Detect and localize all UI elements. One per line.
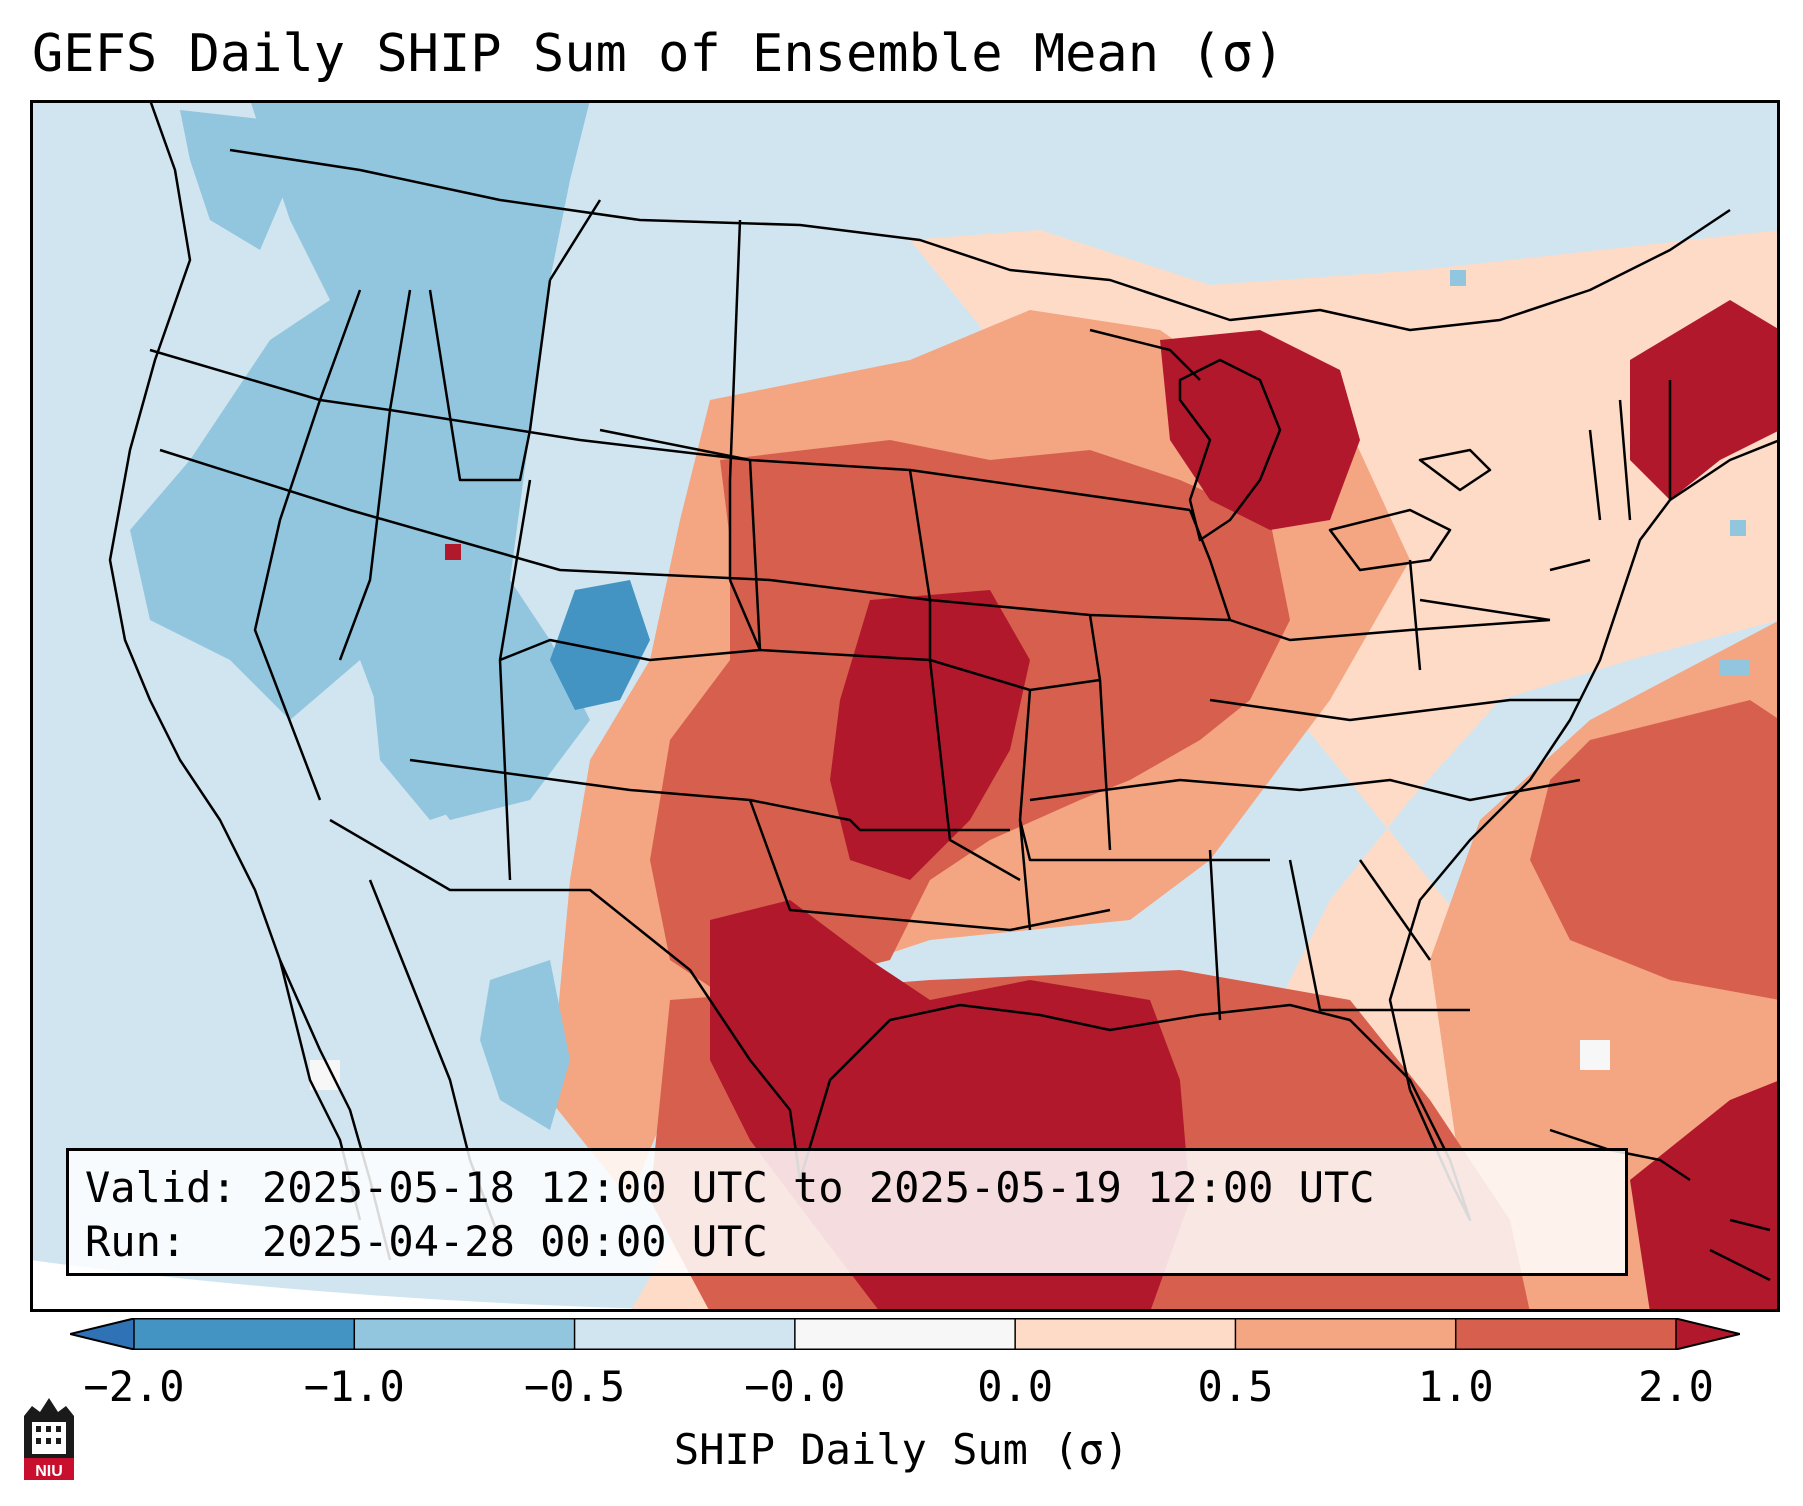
field-blue-mexico (480, 960, 570, 1130)
colorbar-segment (354, 1318, 576, 1350)
colorbar (70, 1318, 1740, 1350)
ship-map (30, 100, 1780, 1312)
colorbar-extend-low (70, 1318, 134, 1350)
field-darkred-plains (830, 590, 1030, 880)
field-darkred-greatlakes (1160, 330, 1360, 530)
field-pixel (1720, 660, 1750, 676)
field-blue-northwest-coast (180, 110, 290, 250)
great-lakes (1089, 328, 1492, 572)
map-frame (30, 100, 1780, 1312)
colorbar-tick-label: −0.5 (523, 1362, 626, 1411)
colorbar-tick-label: 2.0 (1638, 1362, 1714, 1411)
logo-text: NIU (35, 1463, 63, 1480)
valid-time: Valid: 2025-05-18 12:00 UTC to 2025-05-1… (85, 1163, 1375, 1212)
chart-title: GEFS Daily SHIP Sum of Ensemble Mean (σ) (32, 24, 1285, 84)
field-pixel (1730, 520, 1746, 536)
colorbar-tick-label: 0.0 (977, 1362, 1054, 1411)
colorbar-segment (1235, 1318, 1457, 1350)
colorbar-segment (794, 1318, 1016, 1350)
colorbar-segment (1015, 1318, 1236, 1350)
caribbean-islands (1549, 1128, 1771, 1282)
colorbar-tick-label: 1.0 (1417, 1362, 1494, 1411)
colorbar-label: SHIP Daily Sum (σ) (673, 1425, 1130, 1474)
us-canada-border (229, 148, 1731, 332)
field-blue-southwest (370, 660, 530, 820)
colorbar-tick-label: −2.0 (83, 1362, 185, 1411)
colorbar-segment (134, 1318, 355, 1350)
us-mexico-border (329, 818, 802, 1181)
field-blue-northwest (130, 100, 590, 820)
field-darkred-caribbean (1630, 1080, 1780, 1312)
field-red-atlantic (1530, 700, 1780, 1000)
state-borders (149, 199, 1672, 1021)
colorbar-segment (574, 1318, 796, 1350)
colorbar-extend-high (1676, 1318, 1740, 1350)
valid-run-box: Valid: 2025-05-18 12:00 UTC to 2025-05-1… (66, 1148, 1628, 1276)
field-darkred-newengland (1630, 300, 1780, 500)
run-time: Run: 2025-04-28 00:00 UTC (85, 1217, 768, 1266)
colorbar-tick-label: −0.0 (744, 1362, 846, 1411)
field-pixel (310, 1060, 340, 1090)
niu-logo: NIU (24, 1398, 74, 1480)
field-pixel (1450, 270, 1466, 286)
colorbar-tick-label: −1.0 (303, 1362, 405, 1411)
colorbar-segment (1455, 1318, 1677, 1350)
east-coastline (1388, 438, 1780, 1091)
field-blue-colorado (550, 580, 650, 710)
colorbar-tick-label: 0.5 (1197, 1362, 1274, 1411)
west-coastline (108, 100, 392, 1261)
projection-edge (30, 1260, 930, 1312)
field-pixel (445, 544, 461, 560)
field-pixel (1580, 1040, 1610, 1070)
